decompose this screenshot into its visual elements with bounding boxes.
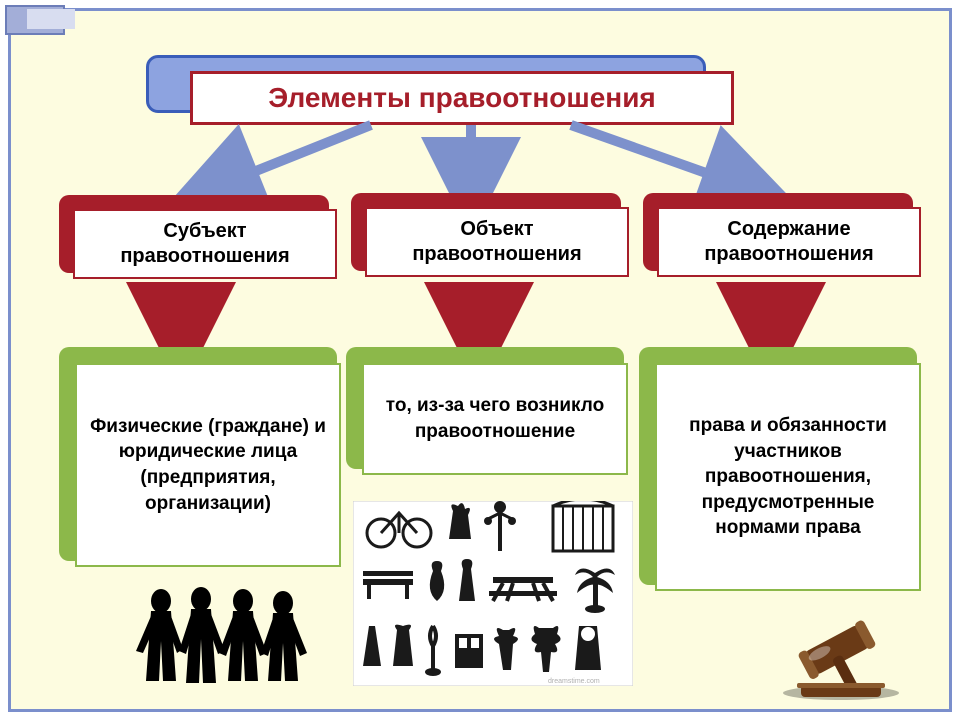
desc-content: права и обязанности участников правоотно…: [639, 347, 927, 601]
desc-box: Физические (граждане) и юридические лица…: [75, 363, 341, 567]
objects-collection-icon: dreamstime.com: [353, 501, 633, 686]
desc-object: то, из-за чего возникло правоотношение: [346, 347, 634, 485]
category-object: Объект правоотношения: [351, 193, 631, 283]
watermark-text: dreamstime.com: [548, 678, 600, 685]
desc-box: права и обязанности участников правоотно…: [655, 363, 921, 591]
desc-text: то, из-за чего возникло правоотношение: [374, 393, 616, 444]
category-box: Содержание правоотношения: [657, 207, 921, 277]
title-group: Элементы правоотношения: [146, 55, 746, 123]
category-box: Объект правоотношения: [365, 207, 629, 277]
corner-decoration-inner: [27, 9, 75, 29]
title-box: Элементы правоотношения: [190, 71, 734, 125]
slide-frame: Элементы правоотношения Субъект правоотн…: [8, 8, 952, 712]
category-label: Содержание правоотношения: [667, 217, 911, 267]
category-label: Субъект правоотношения: [83, 219, 327, 269]
category-content: Содержание правоотношения: [643, 193, 923, 283]
desc-subject: Физические (граждане) и юридические лица…: [59, 347, 347, 577]
gavel-icon: [771, 611, 911, 701]
people-silhouette-icon: [131, 581, 311, 691]
category-box: Субъект правоотношения: [73, 209, 337, 279]
title-text: Элементы правоотношения: [268, 82, 656, 114]
desc-box: то, из-за чего возникло правоотношение: [362, 363, 628, 475]
category-label: Объект правоотношения: [375, 217, 619, 267]
desc-text: права и обязанности участников правоотно…: [667, 413, 909, 541]
desc-text: Физические (граждане) и юридические лица…: [87, 414, 329, 517]
category-subject: Субъект правоотношения: [59, 195, 339, 285]
